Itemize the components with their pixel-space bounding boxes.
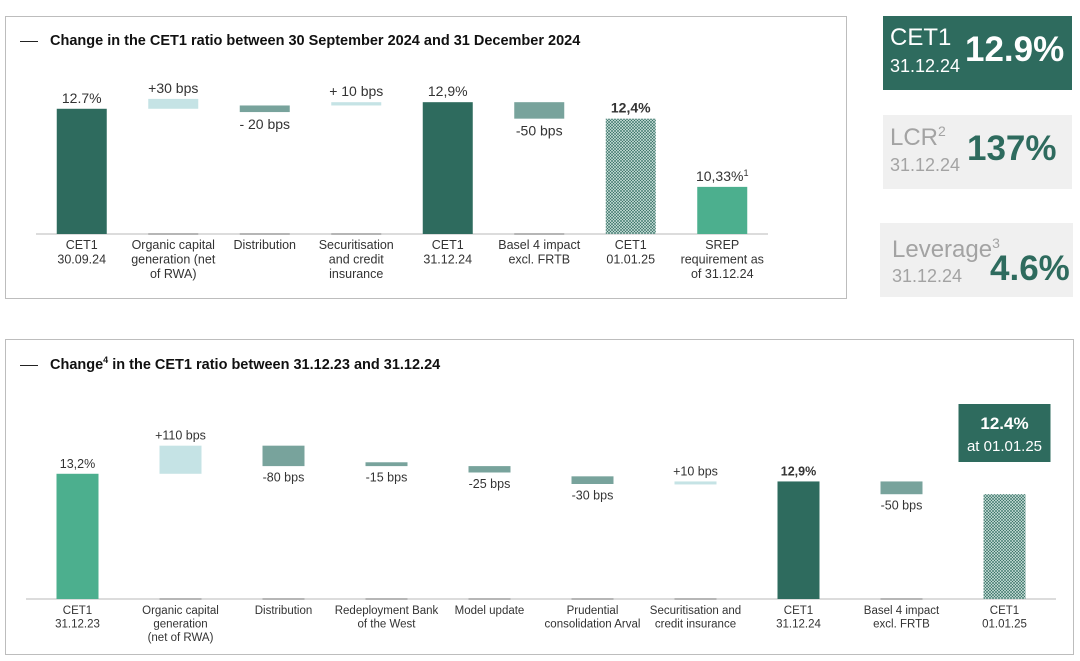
category-label: CET1 31.12.23 [55,605,100,631]
category-label: Model update [455,605,525,617]
data-label: +10 bps [673,464,718,478]
cet1-year-panel: Change4 in the CET1 ratio between 31.12.… [5,339,1074,655]
kpi-cet1-box: CET1 31.12.24 12.9% [883,16,1072,90]
data-label: -25 bps [469,477,511,491]
title-dash [20,40,38,42]
data-label: 10,33%1 [696,168,749,184]
kpi-leverage-date: 31.12.24 [892,266,963,286]
bar-total [56,473,99,599]
kpi-leverage-box: Leverage3 31.12.24 4.6% [880,223,1073,297]
kpi-leverage-name: Leverage3 [892,235,1000,263]
kpi-cet1-value: 12.9% [965,30,1065,69]
data-label: 12,9% [428,83,468,99]
kpi-cet1-name: CET1 [890,24,952,51]
bar-delta [262,445,305,467]
category-label: Redeployment Bank of the West [335,605,439,631]
title-dash [20,364,38,366]
category-label: Basel 4 impact excl. FRTB [864,605,940,631]
kpi-lcr-name: LCR2 [890,123,946,151]
callout-box: 12.4% at 01.01.25 [958,404,1051,462]
callout-value: 12.4% [980,414,1028,433]
bar-delta [148,98,199,109]
bar-total [56,108,107,234]
category-label: SREP requirement as of 31.12.24 [681,238,764,281]
data-label: 12,4% [611,100,651,116]
category-label: Organic capital generation (net of RWA) [142,605,219,644]
data-label: +30 bps [148,80,198,96]
bar-delta [880,481,923,495]
bar-total [697,186,748,234]
category-label: CET1 01.01.25 [606,238,655,267]
chart2-title: Change4 in the CET1 ratio between 31.12.… [20,355,440,373]
data-label: -15 bps [366,471,408,485]
bar-total [605,118,656,234]
data-label: -30 bps [572,489,614,503]
bar-total [777,481,820,599]
data-label: 12,9% [781,464,816,478]
category-label: Organic capital generation (net of RWA) [131,238,216,281]
category-label: Distribution [255,605,313,617]
category-label: CET1 31.12.24 [423,238,472,267]
data-label: +110 bps [155,429,206,443]
bar-total [983,494,1026,599]
bar-delta [674,481,717,485]
callout-date: at 01.01.25 [967,438,1042,455]
bar-delta [514,102,565,119]
bar-delta [239,105,290,113]
category-label: CET1 31.12.24 [776,605,821,631]
data-label: - 20 bps [239,116,290,132]
category-label: Securitisation and credit insurance [650,605,741,631]
kpi-cet1-date: 31.12.24 [890,56,961,76]
bar-total [422,102,473,234]
data-label: 12.7% [62,90,102,106]
category-label: Basel 4 impact excl. FRTB [498,238,581,267]
category-label: CET1 30.09.24 [57,238,106,267]
kpi-lcr-value: 137% [967,129,1057,168]
kpi-lcr-box: LCR2 31.12.24 137% [883,115,1072,189]
kpi-lcr-date: 31.12.24 [890,155,961,175]
chart1-title: Change in the CET1 ratio between 30 Sept… [20,33,580,49]
data-label: 13,2% [60,457,95,471]
data-label: -50 bps [516,123,563,139]
data-label: + 10 bps [329,83,383,99]
cet1-quarter-panel: Change in the CET1 ratio between 30 Sept… [5,16,847,299]
bar-delta [571,476,614,484]
data-label: -80 bps [263,471,305,485]
bar-delta [468,466,511,473]
kpi-leverage-value: 4.6% [990,249,1070,288]
data-label: -50 bps [881,499,923,513]
bar-delta [365,462,408,467]
cet1-year-chart: 13,2% CET1 31.12.23 +110 bps Organic capital… [26,404,1056,644]
category-label: CET1 01.01.25 [982,605,1027,631]
category-label: Prudential consolidation Arval [545,605,641,631]
cet1-quarter-chart: 12.7% CET1 30.09.24 +30 bps Organic capital g… [36,80,768,281]
bar-delta [331,102,382,106]
bar-delta [159,445,202,474]
category-label: Distribution [233,238,296,252]
category-label: Securitisation and credit insurance [319,238,394,281]
